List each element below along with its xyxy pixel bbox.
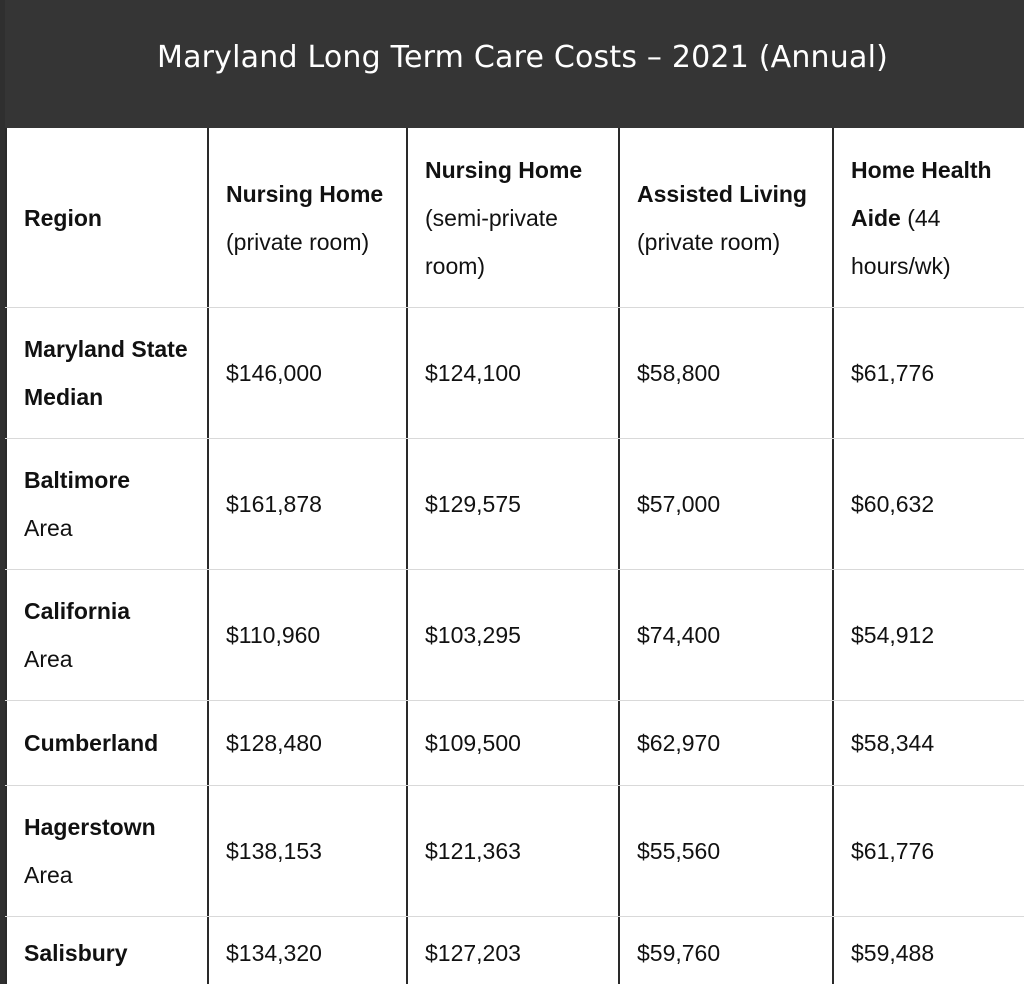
value-cell: $59,488 [851, 940, 935, 966]
value-cell: $161,878 [209, 439, 408, 569]
value-cell: $138,153 [209, 786, 408, 916]
value-cell: $59,760 [620, 917, 834, 984]
value-cell: $121,363 [408, 786, 620, 916]
value-cell: $61,776 [851, 360, 935, 386]
column-header-label: Nursing Home [226, 180, 384, 207]
value-cell: $54,912 [851, 622, 935, 648]
region-cell: Salisbury [5, 917, 209, 984]
column-header-home-health-aide: Home Health Aide (44 hours/wk) [834, 128, 1024, 307]
value-cell: $128,480 [209, 701, 408, 785]
region-name: Hagerstown [24, 814, 156, 840]
value-cell: $109,500 [408, 701, 620, 785]
value-cell: $74,400 [620, 570, 834, 700]
region-cell: California Area [5, 570, 209, 700]
region-cell: Maryland State Median [5, 308, 209, 438]
region-suffix: Area [24, 862, 73, 888]
value-cell: $58,800 [620, 308, 834, 438]
column-header-nursing-home-semi-private: Nursing Home (semi-private room) [408, 128, 620, 307]
value-cell: $57,000 [620, 439, 834, 569]
column-header-assisted-living: Assisted Living (private room) [620, 128, 834, 307]
table-header-row: Region Nursing Home (private room) Nursi… [5, 128, 1024, 308]
region-cell: Cumberland [5, 701, 209, 785]
column-header-label: Nursing Home [425, 156, 583, 183]
column-header-qualifier: (44 hours/wk) [851, 204, 951, 279]
value-cell: $55,560 [620, 786, 834, 916]
region-suffix: Area [24, 646, 73, 672]
column-header-qualifier: (private room) [226, 228, 370, 255]
value-cell: $60,632 [851, 491, 935, 517]
value-cell: $58,344 [851, 730, 935, 756]
table-row: Maryland State Median $146,000 $124,100 … [5, 308, 1024, 439]
column-header-region: Region [5, 128, 209, 307]
region-name: Baltimore [24, 467, 131, 493]
column-header-label: Home Health Aide [851, 156, 992, 231]
column-header-qualifier: (semi-private room) [425, 204, 558, 279]
value-cell: $124,100 [408, 308, 620, 438]
region-cell: Baltimore Area [5, 439, 209, 569]
value-cell: $61,776 [851, 838, 935, 864]
table-row: Baltimore Area $161,878 $129,575 $57,000 … [5, 439, 1024, 570]
value-cell: $146,000 [209, 308, 408, 438]
table-row: California Area $110,960 $103,295 $74,400… [5, 570, 1024, 701]
region-name: Salisbury [24, 940, 128, 966]
value-cell: $110,960 [209, 570, 408, 700]
column-header-label: Region [24, 204, 102, 231]
table-row: Salisbury $134,320 $127,203 $59,760 $59,… [5, 917, 1024, 984]
table-title: Maryland Long Term Care Costs – 2021 (An… [156, 39, 889, 75]
cost-table: Region Nursing Home (private room) Nursi… [5, 128, 1024, 984]
value-cell: $127,203 [408, 917, 620, 984]
region-suffix: Area [24, 515, 73, 541]
region-name: California [24, 598, 131, 624]
table-row: Hagerstown Area $138,153 $121,363 $55,560… [5, 786, 1024, 917]
table-caption: Maryland Long Term Care Costs – 2021 (An… [5, 0, 1024, 128]
value-cell: $134,320 [209, 917, 408, 984]
region-name: Cumberland [24, 730, 159, 756]
column-header-label: Assisted Living [637, 180, 807, 207]
column-header-nursing-home-private: Nursing Home (private room) [209, 128, 408, 307]
region-name: Maryland State Median [24, 336, 188, 410]
table-row: Cumberland $128,480 $109,500 $62,970 $58… [5, 701, 1024, 786]
value-cell: $129,575 [408, 439, 620, 569]
value-cell: $62,970 [620, 701, 834, 785]
region-cell: Hagerstown Area [5, 786, 209, 916]
value-cell: $103,295 [408, 570, 620, 700]
column-header-qualifier: (private room) [637, 228, 781, 255]
